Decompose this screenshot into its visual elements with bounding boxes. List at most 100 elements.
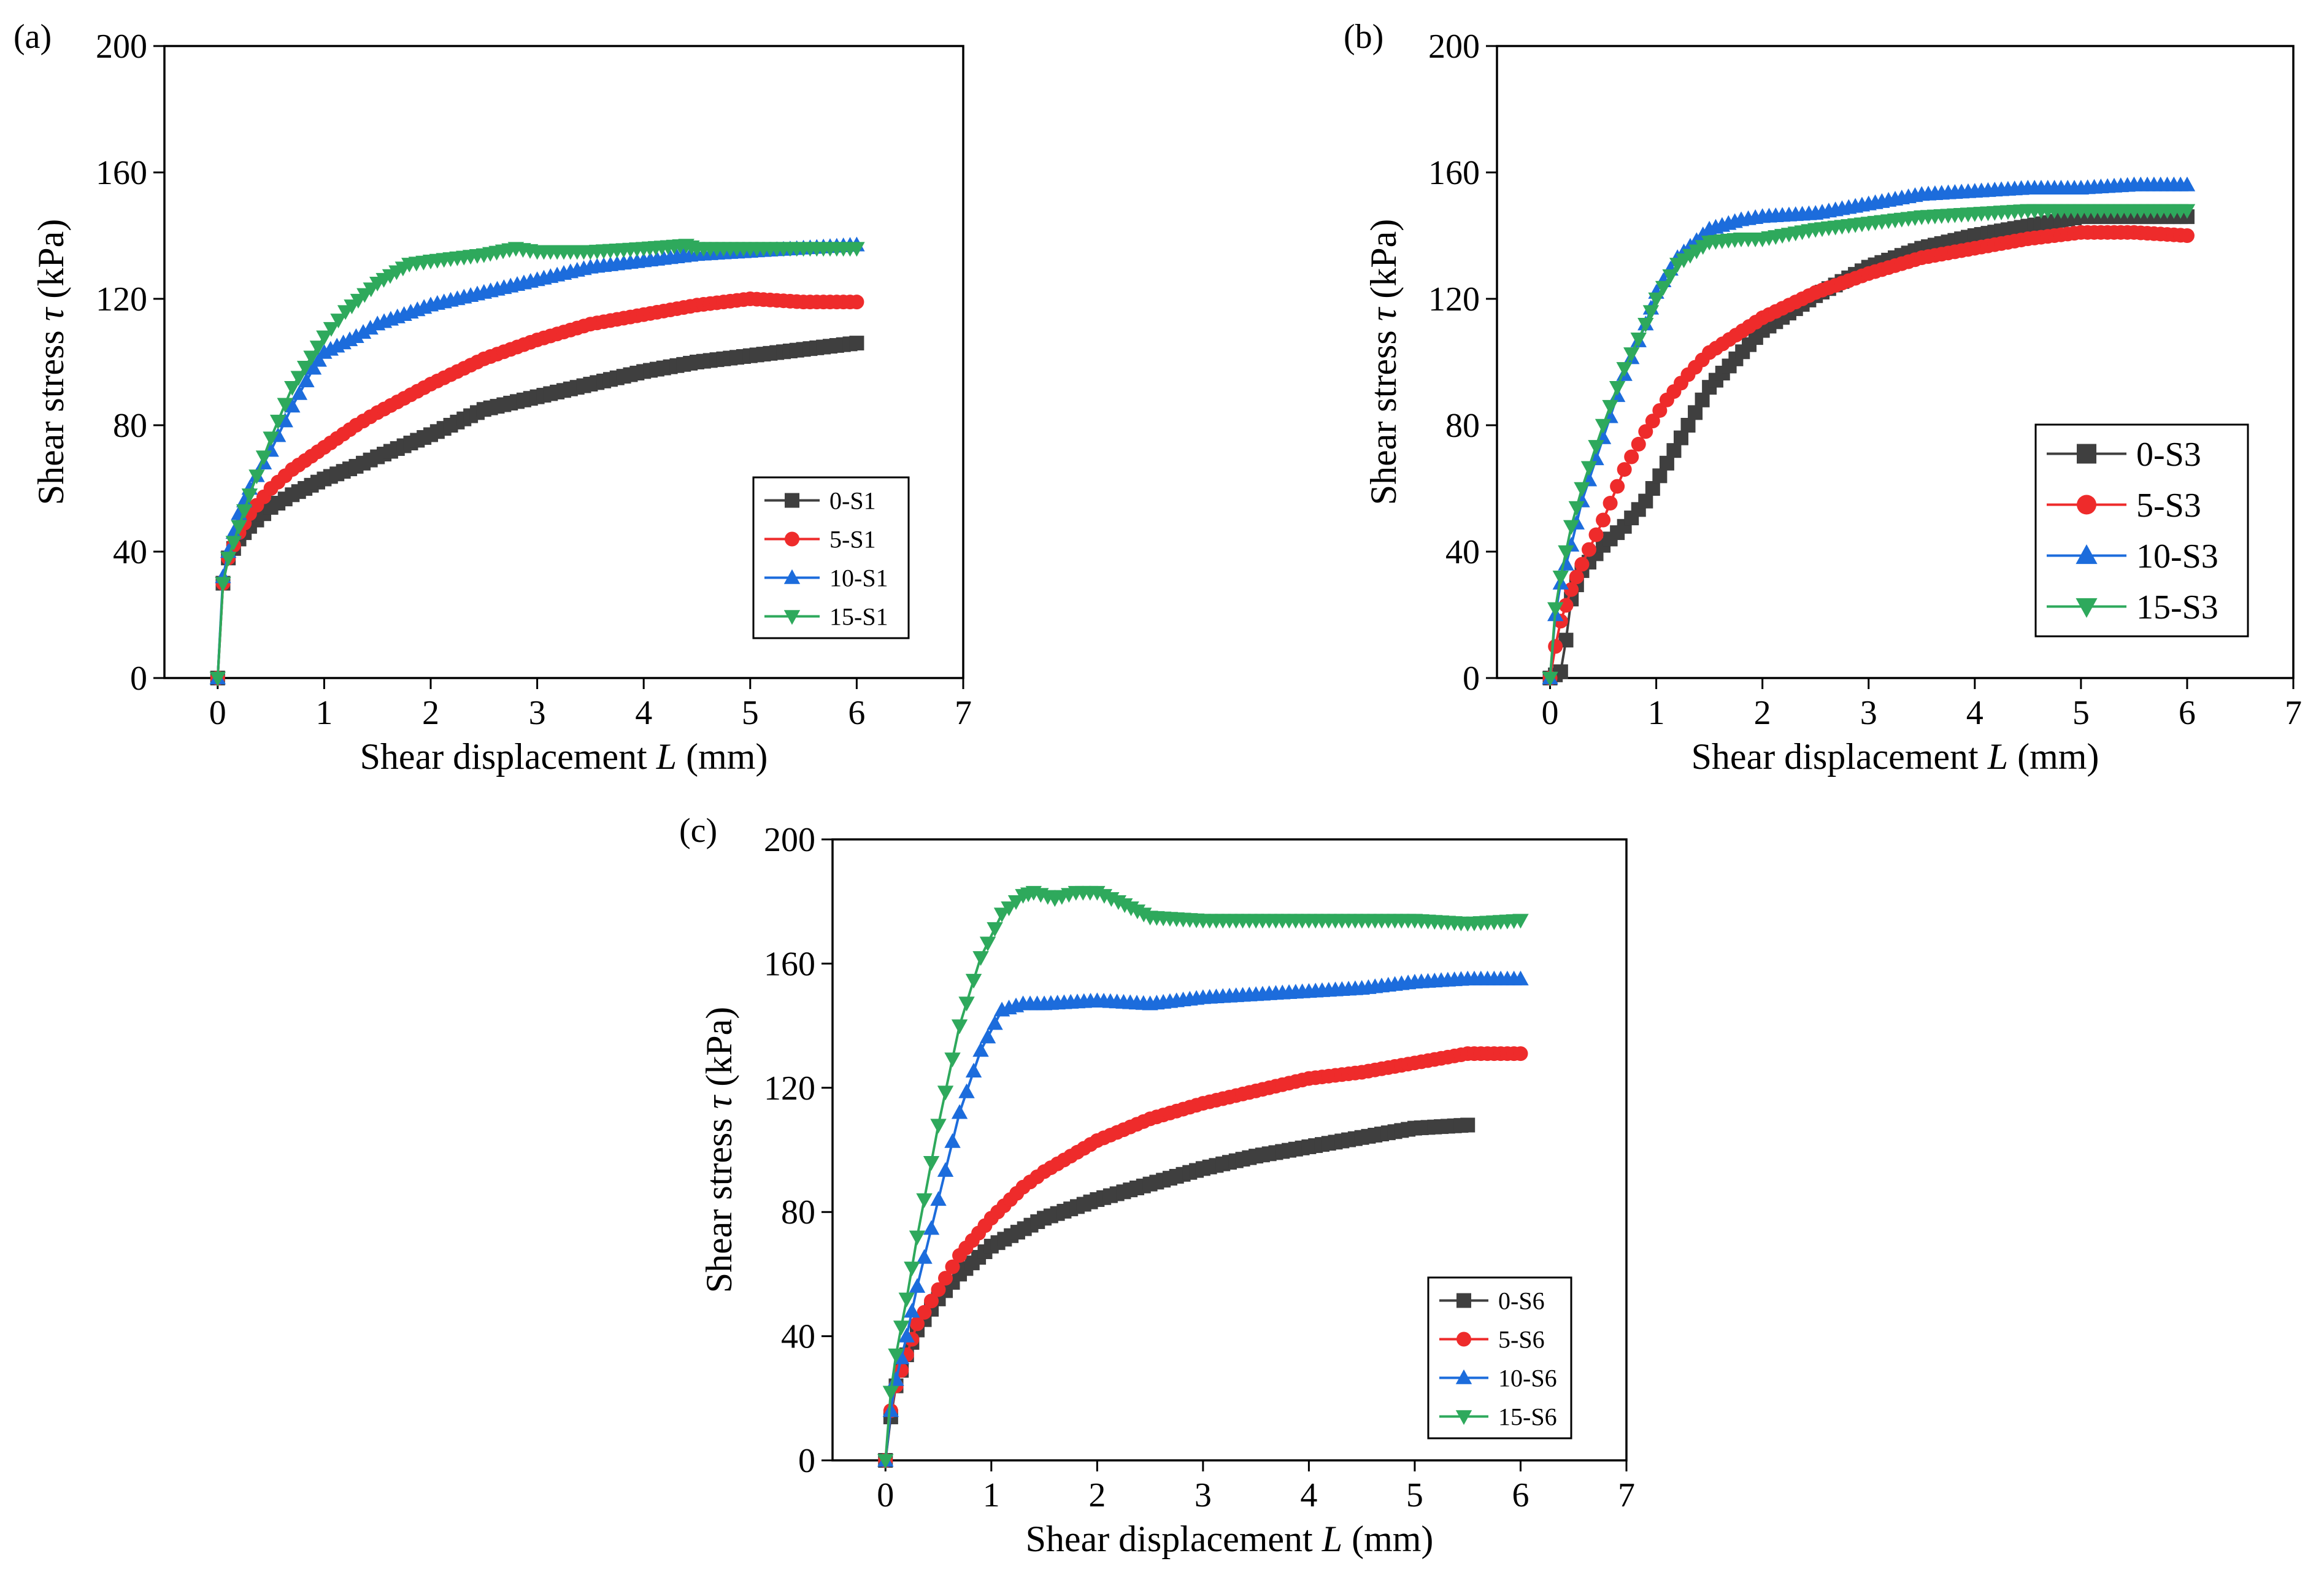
- data-point: [882, 1402, 899, 1417]
- legend-box: [1427, 1276, 1572, 1440]
- legend-marker: [785, 531, 799, 547]
- x-axis-title-unit: (mm): [677, 736, 768, 777]
- series-15-S3: [1542, 204, 2196, 687]
- data-point: [1630, 333, 1647, 348]
- legend-entry-label: 5-S6: [1498, 1326, 1545, 1354]
- series-5-S1: [210, 291, 864, 685]
- data-point: [362, 320, 379, 335]
- data-point: [898, 1292, 915, 1308]
- data-point: [1564, 582, 1579, 597]
- x-axis-title-prefix: Shear displacement: [360, 736, 656, 777]
- data-point: [972, 951, 989, 966]
- data-point: [303, 350, 320, 366]
- y-axis-title-prefix: Shear stress: [31, 321, 71, 505]
- data-point: [924, 1293, 939, 1309]
- plot-frame: [163, 45, 964, 679]
- data-point: [1574, 557, 1590, 572]
- x-axis-title: Shear displacement L (mm): [1026, 1519, 1434, 1559]
- series-5-S3: [1542, 225, 2195, 685]
- plot-frame: [831, 838, 1628, 1462]
- data-point: [1652, 468, 1668, 484]
- data-point: [284, 398, 301, 413]
- data-point: [1624, 449, 1639, 464]
- x-tick-label: 5: [2072, 694, 2090, 732]
- data-point: [1623, 347, 1640, 363]
- data-point: [1563, 520, 1580, 535]
- data-point: [877, 1454, 894, 1469]
- data-point: [1547, 602, 1564, 617]
- data-point: [1637, 318, 1654, 333]
- data-point: [1558, 598, 1574, 613]
- x-tick-label: 7: [955, 694, 972, 732]
- data-point: [220, 552, 237, 567]
- data-point: [215, 577, 231, 592]
- data-point: [1652, 403, 1668, 418]
- y-tick-label: 160: [96, 154, 147, 192]
- legend-entry-label: 5-S1: [829, 526, 876, 553]
- legend-entry-label: 15-S3: [2136, 588, 2218, 626]
- legend-marker: [2076, 544, 2098, 565]
- data-point: [1638, 424, 1653, 439]
- data-point: [1662, 269, 1679, 285]
- data-point: [1648, 292, 1664, 307]
- data-point: [888, 1348, 904, 1363]
- x-axis-title-variable: L: [1322, 1519, 1342, 1559]
- series-5-S6: [878, 1046, 1528, 1468]
- data-point: [1616, 362, 1633, 377]
- panel-label: (a): [13, 18, 52, 56]
- x-axis-title-variable: L: [656, 736, 677, 777]
- data-point: [1512, 914, 1529, 929]
- data-point: [1569, 569, 1584, 585]
- data-point: [972, 1042, 989, 1057]
- series-15-S1: [209, 239, 865, 687]
- data-point: [931, 1282, 946, 1297]
- x-tick-label: 3: [1195, 1476, 1212, 1514]
- panel-label: (c): [679, 812, 717, 850]
- data-point: [1512, 970, 1529, 985]
- legend-entry-label: 10-S1: [829, 565, 888, 592]
- x-tick-label: 4: [1966, 694, 1983, 732]
- y-tick-label: 40: [781, 1318, 815, 1356]
- data-point: [944, 1133, 961, 1148]
- data-point: [958, 1083, 975, 1098]
- legend-entry-label: 10-S6: [1498, 1365, 1557, 1392]
- data-point: [305, 360, 322, 375]
- x-tick-label: 4: [635, 694, 652, 732]
- y-axis-title-unit: (kPa): [31, 219, 71, 308]
- x-axis-title-variable: L: [1987, 736, 2008, 777]
- x-tick-label: 2: [422, 694, 439, 732]
- data-point: [255, 450, 272, 466]
- x-tick-label: 6: [2179, 694, 2196, 732]
- x-tick-label: 7: [1618, 1476, 1635, 1514]
- data-point: [1580, 461, 1598, 476]
- x-axis-title: Shear displacement L (mm): [360, 736, 768, 777]
- data-point: [296, 361, 314, 376]
- data-point: [263, 431, 279, 447]
- data-point: [951, 1019, 968, 1035]
- legend: 0-S1 5-S1 10-S1 15-S1: [752, 476, 910, 639]
- data-point: [882, 1386, 899, 1401]
- y-tick-label: 120: [96, 280, 147, 318]
- y-tick-label: 200: [1428, 28, 1480, 66]
- x-tick-label: 6: [1512, 1476, 1529, 1514]
- y-axis-title: Shear stress τ (kPa): [1363, 219, 1404, 505]
- y-axis-title-variable: τ: [31, 306, 71, 321]
- data-point: [291, 385, 308, 400]
- data-point: [849, 295, 864, 310]
- legend-entry-label: 0-S1: [829, 487, 876, 515]
- data-point: [904, 1262, 920, 1277]
- x-tick-label: 2: [1754, 694, 1771, 732]
- data-point: [1609, 381, 1626, 396]
- data-point: [987, 922, 1003, 937]
- data-point: [277, 398, 293, 413]
- legend-marker: [2077, 444, 2096, 464]
- x-axis-title-prefix: Shear displacement: [1026, 1519, 1322, 1559]
- data-point: [225, 536, 242, 551]
- series-15-S6: [877, 885, 1529, 1469]
- data-point: [241, 488, 258, 504]
- data-point: [1574, 482, 1590, 497]
- legend-marker: [1455, 1369, 1472, 1384]
- data-point: [323, 322, 340, 337]
- y-tick-label: 120: [764, 1070, 815, 1108]
- data-point: [1542, 671, 1558, 687]
